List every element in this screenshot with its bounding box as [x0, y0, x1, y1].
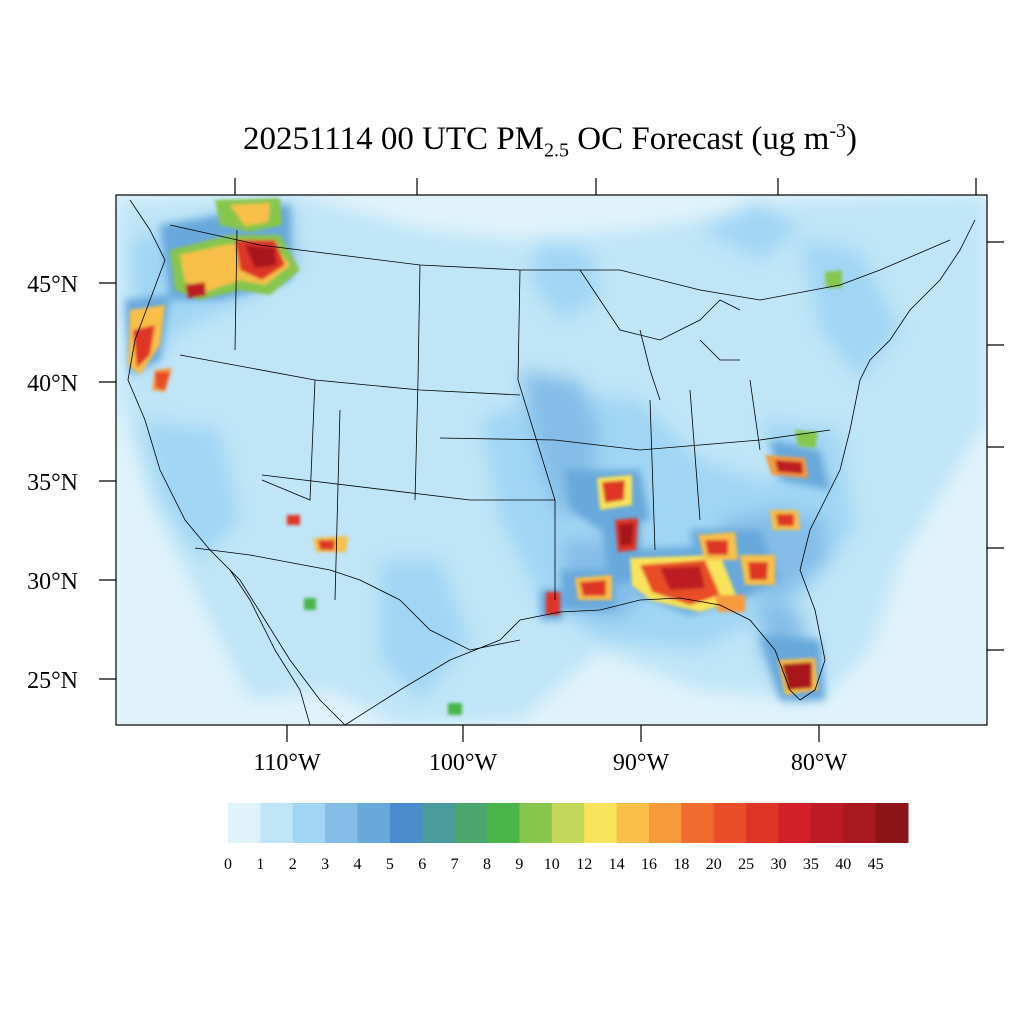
- colorbar-tick-label: 18: [673, 856, 689, 873]
- lat-label: 40°N: [27, 371, 78, 397]
- colorbar-swatch: [648, 803, 682, 843]
- colorbar-tick-label: 1: [256, 856, 264, 873]
- colorbar-swatch: [713, 803, 747, 843]
- lon-label: 100°W: [429, 750, 498, 776]
- colorbar-swatch: [422, 803, 456, 843]
- colorbar-swatch: [681, 803, 715, 843]
- colorbar-tick-label: 5: [386, 856, 394, 873]
- colorbar-tick-label: 3: [321, 856, 329, 873]
- colorbar-tick-label: 16: [641, 856, 657, 873]
- colorbar-tick-label: 12: [576, 856, 592, 873]
- colorbar-tick-label: 4: [354, 856, 362, 873]
- colorbar-tick-label: 14: [609, 856, 625, 873]
- colorbar-tick-label: 9: [515, 856, 523, 873]
- colorbar-tick-label: 30: [770, 856, 786, 873]
- colorbar-swatch: [746, 803, 779, 843]
- longitude-labels: 110°W 100°W 90°W 80°W: [253, 750, 847, 776]
- coastline-and-state-borders: [127, 199, 976, 725]
- colorbar-tick-label: 10: [544, 856, 560, 873]
- colorbar-tick-label: 7: [451, 856, 459, 873]
- colorbar-tick-label: 0: [224, 856, 232, 873]
- concentration-field: [116, 195, 987, 725]
- lon-label: 110°W: [253, 750, 321, 776]
- lat-label: 30°N: [27, 569, 78, 595]
- lat-label: 35°N: [27, 470, 78, 496]
- colorbar-tick-label: 6: [418, 856, 426, 873]
- latitude-labels: 45°N 40°N 35°N 30°N 25°N: [27, 272, 78, 694]
- colorbar-tick-label: 45: [868, 856, 884, 873]
- lon-label: 80°W: [791, 750, 848, 776]
- colorbar-tick-label: 8: [483, 856, 491, 873]
- colorbar-swatch: [292, 803, 326, 843]
- colorbar-swatch: [843, 803, 877, 843]
- colorbar-tick-label: 2: [289, 856, 297, 873]
- colorbar-tick-label: 40: [835, 856, 851, 873]
- colorbar-swatch: [228, 803, 261, 843]
- colorbar-swatch: [616, 803, 650, 843]
- colorbar-swatch: [260, 803, 294, 843]
- colorbar: 0 1 2 3 4 5 6 7 8 9 10 12 14 16 18 20 25 30 35 40 45: [224, 803, 909, 873]
- lon-label: 90°W: [613, 750, 670, 776]
- map-frame: [115, 194, 988, 726]
- colorbar-swatch: [810, 803, 844, 843]
- lat-label: 45°N: [27, 272, 78, 298]
- colorbar-tick-label: 20: [706, 856, 722, 873]
- colorbar-tick-label: 25: [738, 856, 754, 873]
- high-concentration-hotspots: [128, 198, 842, 715]
- colorbar-swatch: [325, 803, 359, 843]
- colorbar-swatch: [389, 803, 423, 843]
- colorbar-swatch: [454, 803, 488, 843]
- colorbar-tick-label: 35: [803, 856, 819, 873]
- colorbar-swatch: [357, 803, 391, 843]
- colorbar-swatch: [487, 803, 520, 843]
- colorbar-swatch: [584, 803, 618, 843]
- colorbar-swatch: [778, 803, 812, 843]
- axis-ticks: [99, 178, 1004, 742]
- lat-label: 25°N: [27, 668, 78, 694]
- map-title: 20251114 00 UTC PM2.5 OC Forecast (ug m-…: [243, 120, 857, 162]
- colorbar-swatch: [551, 803, 585, 843]
- colorbar-swatch: [875, 803, 909, 843]
- colorbar-swatch: [519, 803, 553, 843]
